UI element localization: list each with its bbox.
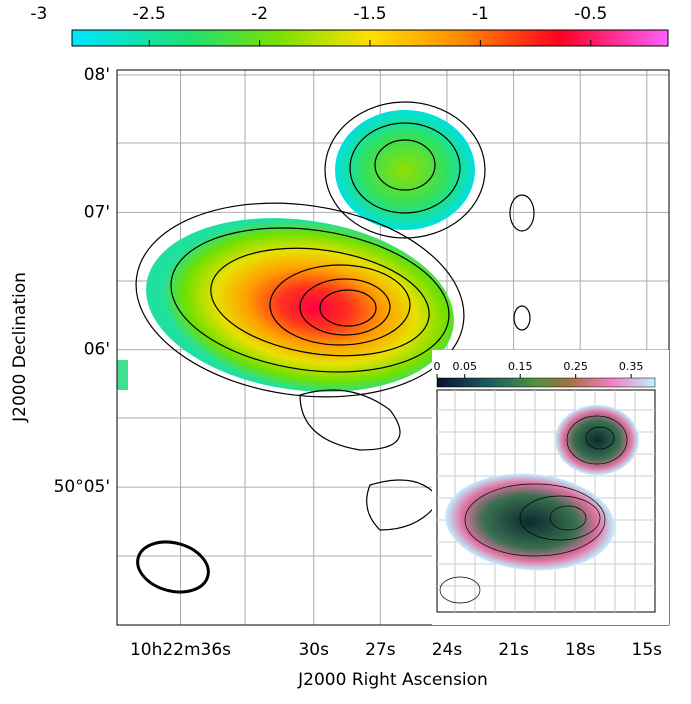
y-tick-label: 07' bbox=[84, 202, 110, 222]
colorbar-tick-label: -2.5 bbox=[133, 4, 166, 24]
x-tick-label: 18s bbox=[565, 640, 596, 660]
colorbar-tick-label: -1 bbox=[472, 4, 489, 24]
inset-colorbar-tick-label: 0 bbox=[434, 360, 441, 373]
x-tick-label: 10h22m36s bbox=[130, 640, 231, 660]
x-tick-label: 15s bbox=[632, 640, 663, 660]
figure: -3-2.5-2-1.5-1-0.5 10h22m36s30s2 bbox=[0, 0, 691, 700]
inset-colorbar-tick-label: 0.15 bbox=[508, 360, 533, 373]
x-axis-label: J2000 Right Ascension bbox=[297, 670, 488, 690]
colorbar-tick-label: -3 bbox=[30, 4, 47, 24]
y-tick-label: 08' bbox=[84, 65, 110, 85]
x-tick-label: 21s bbox=[498, 640, 529, 660]
inset-colorbar-tick-label: 0.25 bbox=[563, 360, 588, 373]
inset-colorbar-tick-label: 0.35 bbox=[619, 360, 644, 373]
colorbar-tick-label: -1.5 bbox=[353, 4, 386, 24]
x-tick-label: 24s bbox=[432, 640, 463, 660]
colorbar-tick-label: -2 bbox=[251, 4, 268, 24]
colorbar-tick-label: -0.5 bbox=[574, 4, 607, 24]
x-tick-label: 27s bbox=[365, 640, 396, 660]
y-axis-label: J2000 Declination bbox=[10, 272, 30, 423]
x-tick-label: 30s bbox=[298, 640, 329, 660]
y-tick-label: 50°05' bbox=[54, 477, 110, 497]
inset bbox=[432, 350, 669, 625]
y-tick-label: 06' bbox=[84, 340, 110, 360]
inset-colorbar-tick-label: 0.05 bbox=[452, 360, 477, 373]
